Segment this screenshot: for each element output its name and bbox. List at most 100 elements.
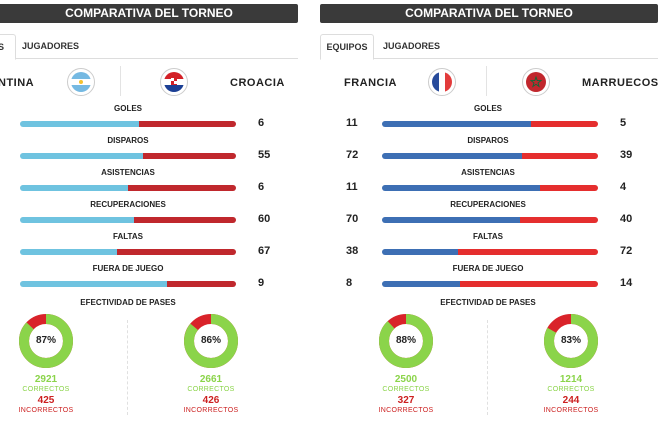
stat-value-right: 4 bbox=[620, 181, 627, 193]
pases-label: EFECTIVIDAD DE PASES bbox=[80, 298, 176, 307]
pases-label: EFECTIVIDAD DE PASES bbox=[440, 298, 536, 307]
stat-value-left: 72 bbox=[346, 149, 359, 161]
incorrect-label: INCORRECTOS bbox=[543, 407, 599, 414]
stat-label: GOLES bbox=[113, 104, 143, 113]
correct-count: 2921 bbox=[34, 374, 58, 385]
correct-count: 1214 bbox=[559, 374, 583, 385]
stat-bar bbox=[20, 249, 236, 255]
pass-accuracy-percent: 86% bbox=[200, 335, 221, 346]
stat-value-right: 5 bbox=[620, 117, 627, 129]
stat-label: GOLES bbox=[473, 104, 503, 113]
pass-accuracy-donut: 83% bbox=[543, 313, 599, 369]
tab-equipos[interactable]: S bbox=[0, 34, 16, 60]
stat-bar-team2 bbox=[531, 121, 598, 127]
stat-value-right: 39 bbox=[620, 149, 633, 161]
stat-bar-team2 bbox=[143, 153, 236, 159]
comparison-panel-right: COMPARATIVA DEL TORNEO EQUIPOS JUGADORES… bbox=[320, 0, 658, 425]
stat-value-left: 38 bbox=[346, 245, 359, 257]
tab-equipos[interactable]: EQUIPOS bbox=[320, 34, 374, 60]
stat-bar-team1 bbox=[382, 153, 523, 159]
stat-value-left: 70 bbox=[346, 213, 359, 225]
stat-value-left: 11 bbox=[346, 117, 358, 129]
pases-divider bbox=[127, 320, 129, 415]
stat-bar-team1 bbox=[20, 249, 118, 255]
stat-bar bbox=[20, 121, 236, 127]
stat-label: ASISTENCIAS bbox=[101, 168, 155, 177]
stat-bar-team2 bbox=[459, 281, 598, 287]
tab-jugadores[interactable]: JUGADORES bbox=[22, 41, 80, 51]
donut-correct-arc bbox=[544, 314, 598, 368]
stat-bar bbox=[20, 281, 236, 287]
stat-value-right: 60 bbox=[258, 213, 271, 225]
flag-croacia-icon bbox=[160, 68, 188, 96]
correct-label: CORRECTOS bbox=[382, 386, 430, 393]
stat-value-right: 67 bbox=[258, 245, 271, 257]
pass-accuracy-percent: 83% bbox=[560, 335, 581, 346]
stat-bar-team1 bbox=[20, 281, 167, 287]
stat-value-left: 8 bbox=[346, 277, 353, 289]
stat-label: ASISTENCIAS bbox=[461, 168, 515, 177]
incorrect-count: 426 bbox=[202, 395, 220, 406]
stat-bar-team2 bbox=[128, 185, 236, 191]
stat-value-right: 6 bbox=[258, 117, 265, 129]
stat-value-right: 9 bbox=[258, 277, 265, 289]
incorrect-label: INCORRECTOS bbox=[18, 407, 74, 414]
team-name-left: NTINA bbox=[0, 77, 35, 89]
correct-count: 2500 bbox=[394, 374, 418, 385]
stat-label: DISPAROS bbox=[107, 136, 149, 145]
donut-correct-arc bbox=[379, 314, 433, 368]
donut-correct-arc bbox=[19, 314, 73, 368]
stat-value-right: 40 bbox=[620, 213, 633, 225]
stat-bar bbox=[382, 153, 598, 159]
stat-bar bbox=[382, 217, 598, 223]
stat-bar-team1 bbox=[20, 121, 139, 127]
stat-bar-team1 bbox=[20, 153, 144, 159]
incorrect-label: INCORRECTOS bbox=[183, 407, 239, 414]
team-name-right: MARRUECOS bbox=[582, 77, 658, 89]
correct-label: CORRECTOS bbox=[187, 386, 235, 393]
stat-bar bbox=[382, 121, 598, 127]
stat-bar-team1 bbox=[382, 249, 458, 255]
stat-bar-team1 bbox=[382, 121, 532, 127]
pases-divider bbox=[487, 320, 489, 415]
donut-correct-arc bbox=[184, 314, 238, 368]
stat-bar-team1 bbox=[20, 217, 135, 223]
stat-bar bbox=[382, 281, 598, 287]
panel-header: COMPARATIVA DEL TORNEO bbox=[0, 4, 298, 23]
pass-accuracy-donut: 87% bbox=[18, 313, 74, 369]
stat-label: RECUPERACIONES bbox=[450, 200, 526, 209]
stat-bar bbox=[20, 185, 236, 191]
stat-value-right: 55 bbox=[258, 149, 271, 161]
incorrect-count: 425 bbox=[37, 395, 55, 406]
team-name-left: FRANCIA bbox=[344, 77, 397, 89]
stat-bar-team2 bbox=[457, 249, 598, 255]
stat-value-right: 72 bbox=[620, 245, 633, 257]
stat-bar-team2 bbox=[539, 185, 598, 191]
team-divider bbox=[120, 66, 121, 96]
stat-bar-team1 bbox=[20, 185, 128, 191]
flag-francia-icon bbox=[428, 68, 456, 96]
incorrect-count: 327 bbox=[397, 395, 415, 406]
panel-header: COMPARATIVA DEL TORNEO bbox=[320, 4, 658, 23]
pass-accuracy-percent: 87% bbox=[35, 335, 56, 346]
panel-gap bbox=[298, 0, 320, 425]
pass-accuracy-percent: 88% bbox=[395, 335, 416, 346]
incorrect-count: 244 bbox=[562, 395, 580, 406]
stat-label: RECUPERACIONES bbox=[90, 200, 166, 209]
stat-bar-team1 bbox=[382, 217, 521, 223]
pass-accuracy-donut: 86% bbox=[183, 313, 239, 369]
stat-label: DISPAROS bbox=[467, 136, 509, 145]
team-name-right: CROACIA bbox=[230, 77, 285, 89]
stat-value-right: 14 bbox=[620, 277, 633, 289]
stat-bar-team2 bbox=[520, 217, 598, 223]
stat-bar-team2 bbox=[138, 121, 236, 127]
flag-marruecos-icon bbox=[522, 68, 550, 96]
stat-bar-team1 bbox=[382, 281, 460, 287]
tab-bar: S JUGADORES bbox=[0, 34, 298, 60]
tab-jugadores[interactable]: JUGADORES bbox=[383, 41, 441, 51]
tab-bar: EQUIPOS JUGADORES bbox=[320, 34, 658, 60]
stat-bar-team2 bbox=[522, 153, 598, 159]
stat-value-left: 11 bbox=[346, 181, 358, 193]
correct-label: CORRECTOS bbox=[22, 386, 70, 393]
team-divider bbox=[486, 66, 487, 96]
